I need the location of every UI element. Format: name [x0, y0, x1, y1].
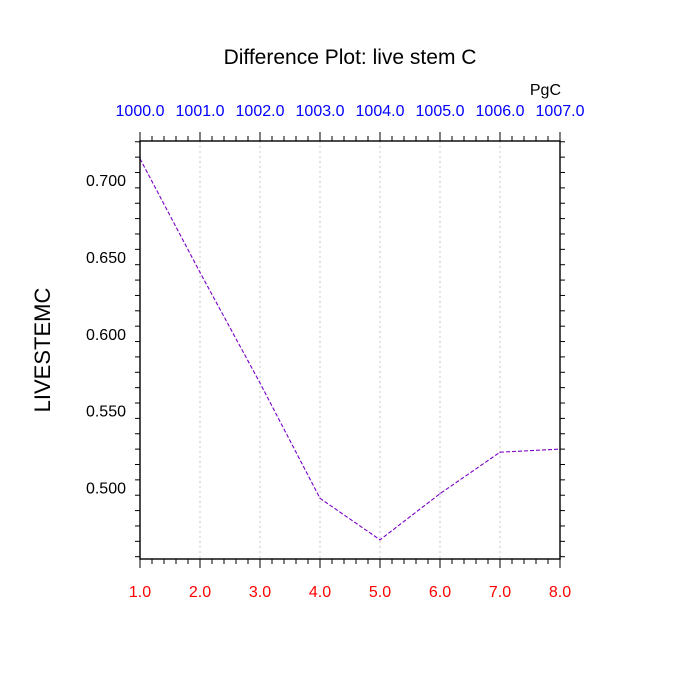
x-tick-label-top: 1000.0 — [116, 103, 165, 120]
x-tick-label-top: 1001.0 — [176, 103, 225, 120]
series-layer — [139, 158, 561, 541]
data-point — [199, 271, 201, 273]
y-tick-label: 0.550 — [86, 404, 126, 421]
data-point — [499, 451, 501, 453]
x-tick-label-bottom: 1.0 — [129, 584, 151, 601]
x-tick-label-top: 1004.0 — [356, 103, 405, 120]
x-tick-label-bottom: 3.0 — [249, 584, 271, 601]
x-tick-label-top: 1002.0 — [236, 103, 285, 120]
y-tick-label: 0.700 — [86, 173, 126, 190]
y-tick-label: 0.500 — [86, 481, 126, 498]
x-tick-label-bottom: 6.0 — [429, 584, 451, 601]
y-axis-label: LIVESTEMC — [30, 288, 55, 413]
x-tick-label-top: 1007.0 — [536, 103, 585, 120]
x-tick-label-bottom: 8.0 — [549, 584, 571, 601]
x-tick-label-top: 1003.0 — [296, 103, 345, 120]
x-tick-label-bottom: 2.0 — [189, 584, 211, 601]
axis-ticks — [135, 132, 565, 568]
series-line — [139, 158, 561, 541]
grid-lines — [199, 141, 501, 559]
chart-title: Difference Plot: live stem C — [224, 46, 477, 69]
x-tick-label-bottom: 4.0 — [309, 584, 331, 601]
data-point — [379, 539, 381, 541]
plot-frame — [139, 140, 561, 560]
data-point — [439, 493, 441, 495]
x-tick-label-top: 1005.0 — [416, 103, 465, 120]
x-tick-label-top: 1006.0 — [476, 103, 525, 120]
y-tick-label: 0.600 — [86, 327, 126, 344]
data-point — [259, 382, 261, 384]
tick-labels: 1.0 2.0 3.0 4.0 5.0 6.0 7.0 8.0 1000.0 1001.0 1002… — [86, 103, 585, 601]
data-point — [319, 497, 321, 499]
x-tick-label-bottom: 5.0 — [369, 584, 391, 601]
x-tick-label-bottom: 7.0 — [489, 584, 511, 601]
units-label: PgC — [530, 82, 561, 99]
y-tick-label: 0.650 — [86, 250, 126, 267]
